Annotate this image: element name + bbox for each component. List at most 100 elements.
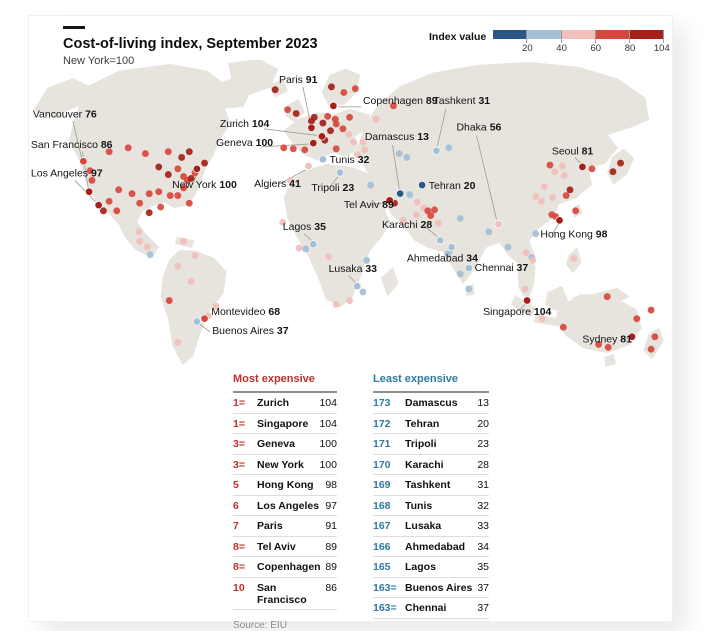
city-dot[interactable] bbox=[332, 120, 340, 128]
city-dot[interactable] bbox=[201, 159, 208, 167]
city-dot-los-angeles[interactable] bbox=[94, 201, 103, 210]
city-dot[interactable] bbox=[456, 270, 464, 278]
city-dot-dhaka[interactable] bbox=[494, 220, 503, 229]
city-dot-vancouver[interactable] bbox=[79, 157, 88, 166]
city-dot-san-francisco[interactable] bbox=[85, 187, 94, 196]
city-dot[interactable] bbox=[105, 197, 113, 205]
city-dot-hong-kong[interactable] bbox=[555, 216, 564, 225]
city-dot-copenhagen[interactable] bbox=[329, 101, 338, 110]
city-dot[interactable] bbox=[367, 181, 375, 189]
city-dot[interactable] bbox=[319, 119, 327, 127]
city-dot[interactable] bbox=[136, 199, 144, 207]
city-dot[interactable] bbox=[559, 323, 567, 331]
city-dot[interactable] bbox=[353, 151, 361, 158]
city-dot[interactable] bbox=[295, 244, 303, 252]
city-dot[interactable] bbox=[504, 243, 512, 251]
city-dot-montevideo[interactable] bbox=[200, 314, 209, 323]
city-dot[interactable] bbox=[180, 184, 188, 192]
city-dot[interactable] bbox=[588, 165, 596, 173]
city-dot[interactable] bbox=[271, 86, 279, 94]
city-dot[interactable] bbox=[540, 183, 548, 191]
city-dot[interactable] bbox=[145, 190, 153, 198]
city-dot-new-york[interactable] bbox=[192, 164, 201, 173]
city-dot[interactable] bbox=[115, 186, 123, 194]
city-dot[interactable] bbox=[86, 167, 94, 175]
city-dot[interactable] bbox=[390, 102, 397, 110]
city-dot[interactable] bbox=[324, 112, 332, 120]
city-dot[interactable] bbox=[532, 193, 540, 200]
city-dot-algiers[interactable] bbox=[304, 161, 313, 171]
city-dot[interactable] bbox=[562, 192, 570, 199]
city-dot[interactable] bbox=[328, 83, 335, 91]
city-dot[interactable] bbox=[99, 207, 107, 215]
city-dot[interactable] bbox=[339, 125, 347, 133]
city-dot[interactable] bbox=[413, 198, 421, 206]
city-dot[interactable] bbox=[359, 138, 367, 146]
city-dot[interactable] bbox=[187, 277, 195, 285]
city-dot[interactable] bbox=[566, 186, 574, 194]
city-dot[interactable] bbox=[128, 190, 136, 198]
city-dot[interactable] bbox=[301, 146, 309, 154]
city-dot[interactable] bbox=[185, 199, 193, 207]
city-dot[interactable] bbox=[551, 168, 559, 176]
city-dot[interactable] bbox=[327, 127, 334, 135]
city-dot[interactable] bbox=[412, 211, 420, 219]
city-dot[interactable] bbox=[363, 257, 371, 264]
city-dot[interactable] bbox=[124, 144, 132, 152]
city-dot[interactable] bbox=[280, 144, 288, 152]
city-dot[interactable] bbox=[465, 285, 473, 293]
city-dot-chennai[interactable] bbox=[464, 264, 473, 273]
city-dot[interactable] bbox=[174, 165, 182, 173]
city-dot-seoul[interactable] bbox=[578, 162, 587, 171]
city-dot[interactable] bbox=[178, 153, 186, 161]
city-dot[interactable] bbox=[113, 207, 121, 215]
city-dot-zurich[interactable] bbox=[317, 132, 326, 141]
city-dot[interactable] bbox=[538, 315, 546, 323]
city-dot[interactable] bbox=[180, 237, 188, 245]
city-dot[interactable] bbox=[287, 176, 294, 184]
city-dot[interactable] bbox=[434, 219, 442, 227]
city-dot[interactable] bbox=[307, 117, 315, 125]
city-dot-damascus[interactable] bbox=[396, 189, 405, 198]
city-dot[interactable] bbox=[406, 191, 414, 199]
city-dot[interactable] bbox=[345, 131, 353, 138]
city-dot[interactable] bbox=[604, 343, 612, 351]
city-dot[interactable] bbox=[532, 230, 540, 238]
city-dot-tripoli[interactable] bbox=[335, 168, 345, 177]
city-dot[interactable] bbox=[603, 293, 611, 301]
city-dot[interactable] bbox=[135, 228, 143, 236]
city-dot-geneva[interactable] bbox=[309, 139, 318, 148]
city-dot-sydney[interactable] bbox=[627, 332, 637, 341]
city-dot[interactable] bbox=[157, 203, 165, 211]
city-dot[interactable] bbox=[647, 306, 655, 314]
city-dot[interactable] bbox=[651, 333, 659, 341]
city-dot[interactable] bbox=[609, 168, 617, 176]
city-dot-tehran[interactable] bbox=[418, 181, 427, 190]
city-dot[interactable] bbox=[340, 89, 348, 96]
city-dot[interactable] bbox=[351, 85, 359, 93]
city-dot[interactable] bbox=[346, 297, 354, 304]
city-dot-paris[interactable] bbox=[307, 123, 316, 132]
city-dot[interactable] bbox=[155, 163, 163, 171]
city-dot[interactable] bbox=[165, 297, 173, 304]
city-dot[interactable] bbox=[289, 145, 297, 153]
city-dot-singapore[interactable] bbox=[523, 296, 532, 305]
city-dot[interactable] bbox=[485, 228, 493, 236]
city-dot[interactable] bbox=[302, 245, 310, 253]
city-dot-tashkent[interactable] bbox=[432, 146, 441, 155]
city-dot[interactable] bbox=[444, 250, 452, 258]
city-dot[interactable] bbox=[395, 150, 403, 158]
city-dot[interactable] bbox=[572, 207, 580, 215]
city-dot[interactable] bbox=[174, 262, 182, 270]
city-dot[interactable] bbox=[141, 150, 149, 158]
city-dot[interactable] bbox=[191, 252, 199, 260]
city-dot-karachi[interactable] bbox=[436, 236, 445, 245]
city-dot[interactable] bbox=[292, 110, 300, 117]
city-dot[interactable] bbox=[349, 138, 357, 146]
city-dot[interactable] bbox=[548, 211, 556, 219]
city-dot[interactable] bbox=[617, 159, 625, 167]
city-dot[interactable] bbox=[146, 251, 154, 259]
city-dot[interactable] bbox=[174, 339, 182, 346]
city-dot[interactable] bbox=[529, 257, 537, 264]
city-dot[interactable] bbox=[633, 315, 641, 323]
